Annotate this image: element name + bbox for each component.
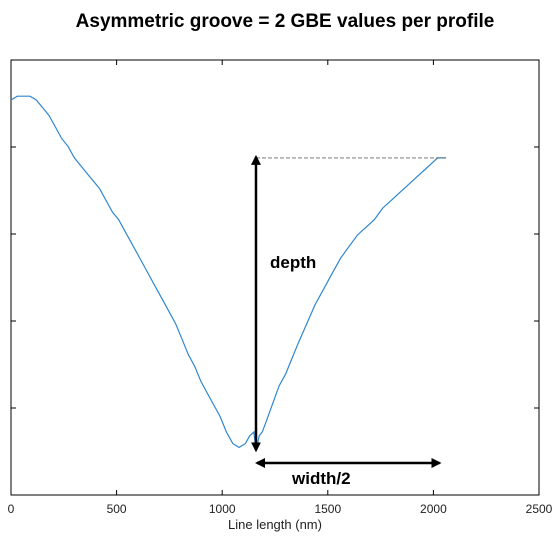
x-tick-label: 2000 <box>420 502 447 516</box>
chart-title: Asymmetric groove = 2 GBE values per pro… <box>76 11 495 32</box>
y-axis-ticks <box>11 146 539 409</box>
depth-label: depth <box>270 253 316 272</box>
x-axis-ticks: 0 500 1000 1500 2000 2500 <box>8 60 553 516</box>
x-tick-label: 2500 <box>526 502 553 516</box>
plot-area <box>10 59 540 496</box>
x-tick-label: 1000 <box>209 502 236 516</box>
width-label: width/2 <box>291 469 351 488</box>
x-tick-label: 1500 <box>314 502 341 516</box>
x-axis-label: Line length (nm) <box>228 517 322 532</box>
x-tick-label: 500 <box>107 502 127 516</box>
series-line <box>10 95 447 452</box>
x-tick-label: 0 <box>8 502 15 516</box>
